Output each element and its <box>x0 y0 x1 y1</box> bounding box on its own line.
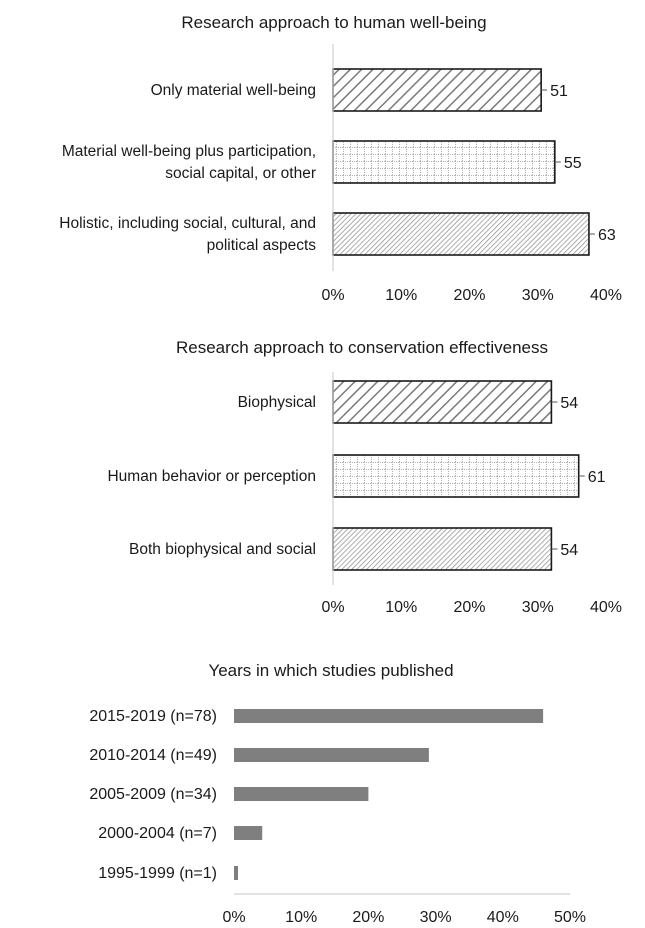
x-tick-label: 30% <box>522 287 554 304</box>
chart-panel-3: Years in which studies published 2015-201… <box>89 661 586 926</box>
bar <box>332 140 556 184</box>
data-label: 61 <box>588 469 606 486</box>
x-tick-label: 20% <box>453 599 485 616</box>
x-tick-label: 0% <box>321 287 344 304</box>
x-tick-label: 0% <box>321 599 344 616</box>
x-tick-label: 30% <box>522 599 554 616</box>
category-label: Biophysical <box>238 394 316 411</box>
bar <box>234 748 429 762</box>
x-tick-label: 40% <box>487 909 519 926</box>
x-tick-label: 10% <box>285 909 317 926</box>
category-label: Material well-being plus participation, <box>62 143 316 160</box>
x-tick-label: 40% <box>590 287 622 304</box>
bar <box>234 826 263 840</box>
x-tick-label: 20% <box>453 287 485 304</box>
bar <box>332 380 553 424</box>
category-label: 2010-2014 (n=49) <box>89 747 217 764</box>
x-tick-label: 10% <box>385 287 417 304</box>
data-label: 63 <box>598 227 616 244</box>
category-label: 2000-2004 (n=7) <box>98 825 217 842</box>
chart-title: Research approach to human well-being <box>181 13 486 32</box>
chart-panel-2: Research approach to conservation effect… <box>107 338 622 616</box>
bar <box>332 527 553 571</box>
category-label: 2015-2019 (n=78) <box>89 708 217 725</box>
bar <box>234 709 544 723</box>
chart-title: Years in which studies published <box>208 661 453 680</box>
category-label: 2005-2009 (n=34) <box>89 786 217 803</box>
bar <box>332 454 580 498</box>
x-tick-label: 40% <box>590 599 622 616</box>
chart-panel-1: Research approach to human well-being Onl… <box>59 13 622 304</box>
data-label: 55 <box>564 155 582 172</box>
bar <box>234 866 239 880</box>
data-label: 51 <box>550 83 568 100</box>
category-label: Only material well-being <box>151 82 316 99</box>
category-label: political aspects <box>207 237 317 254</box>
bar <box>234 787 369 801</box>
x-tick-label: 20% <box>352 909 384 926</box>
bar <box>332 212 590 256</box>
x-tick-label: 30% <box>420 909 452 926</box>
bar <box>332 68 542 112</box>
data-label: 54 <box>560 542 578 559</box>
category-label: Human behavior or perception <box>107 468 316 485</box>
x-tick-label: 0% <box>222 909 245 926</box>
category-label: 1995-1999 (n=1) <box>98 865 217 882</box>
x-tick-label: 10% <box>385 599 417 616</box>
category-label: Holistic, including social, cultural, an… <box>59 215 316 232</box>
data-label: 54 <box>560 395 578 412</box>
x-tick-label: 50% <box>554 909 586 926</box>
chart-title: Research approach to conservation effect… <box>176 338 548 357</box>
category-label: Both biophysical and social <box>129 541 316 558</box>
category-label: social capital, or other <box>165 165 316 182</box>
